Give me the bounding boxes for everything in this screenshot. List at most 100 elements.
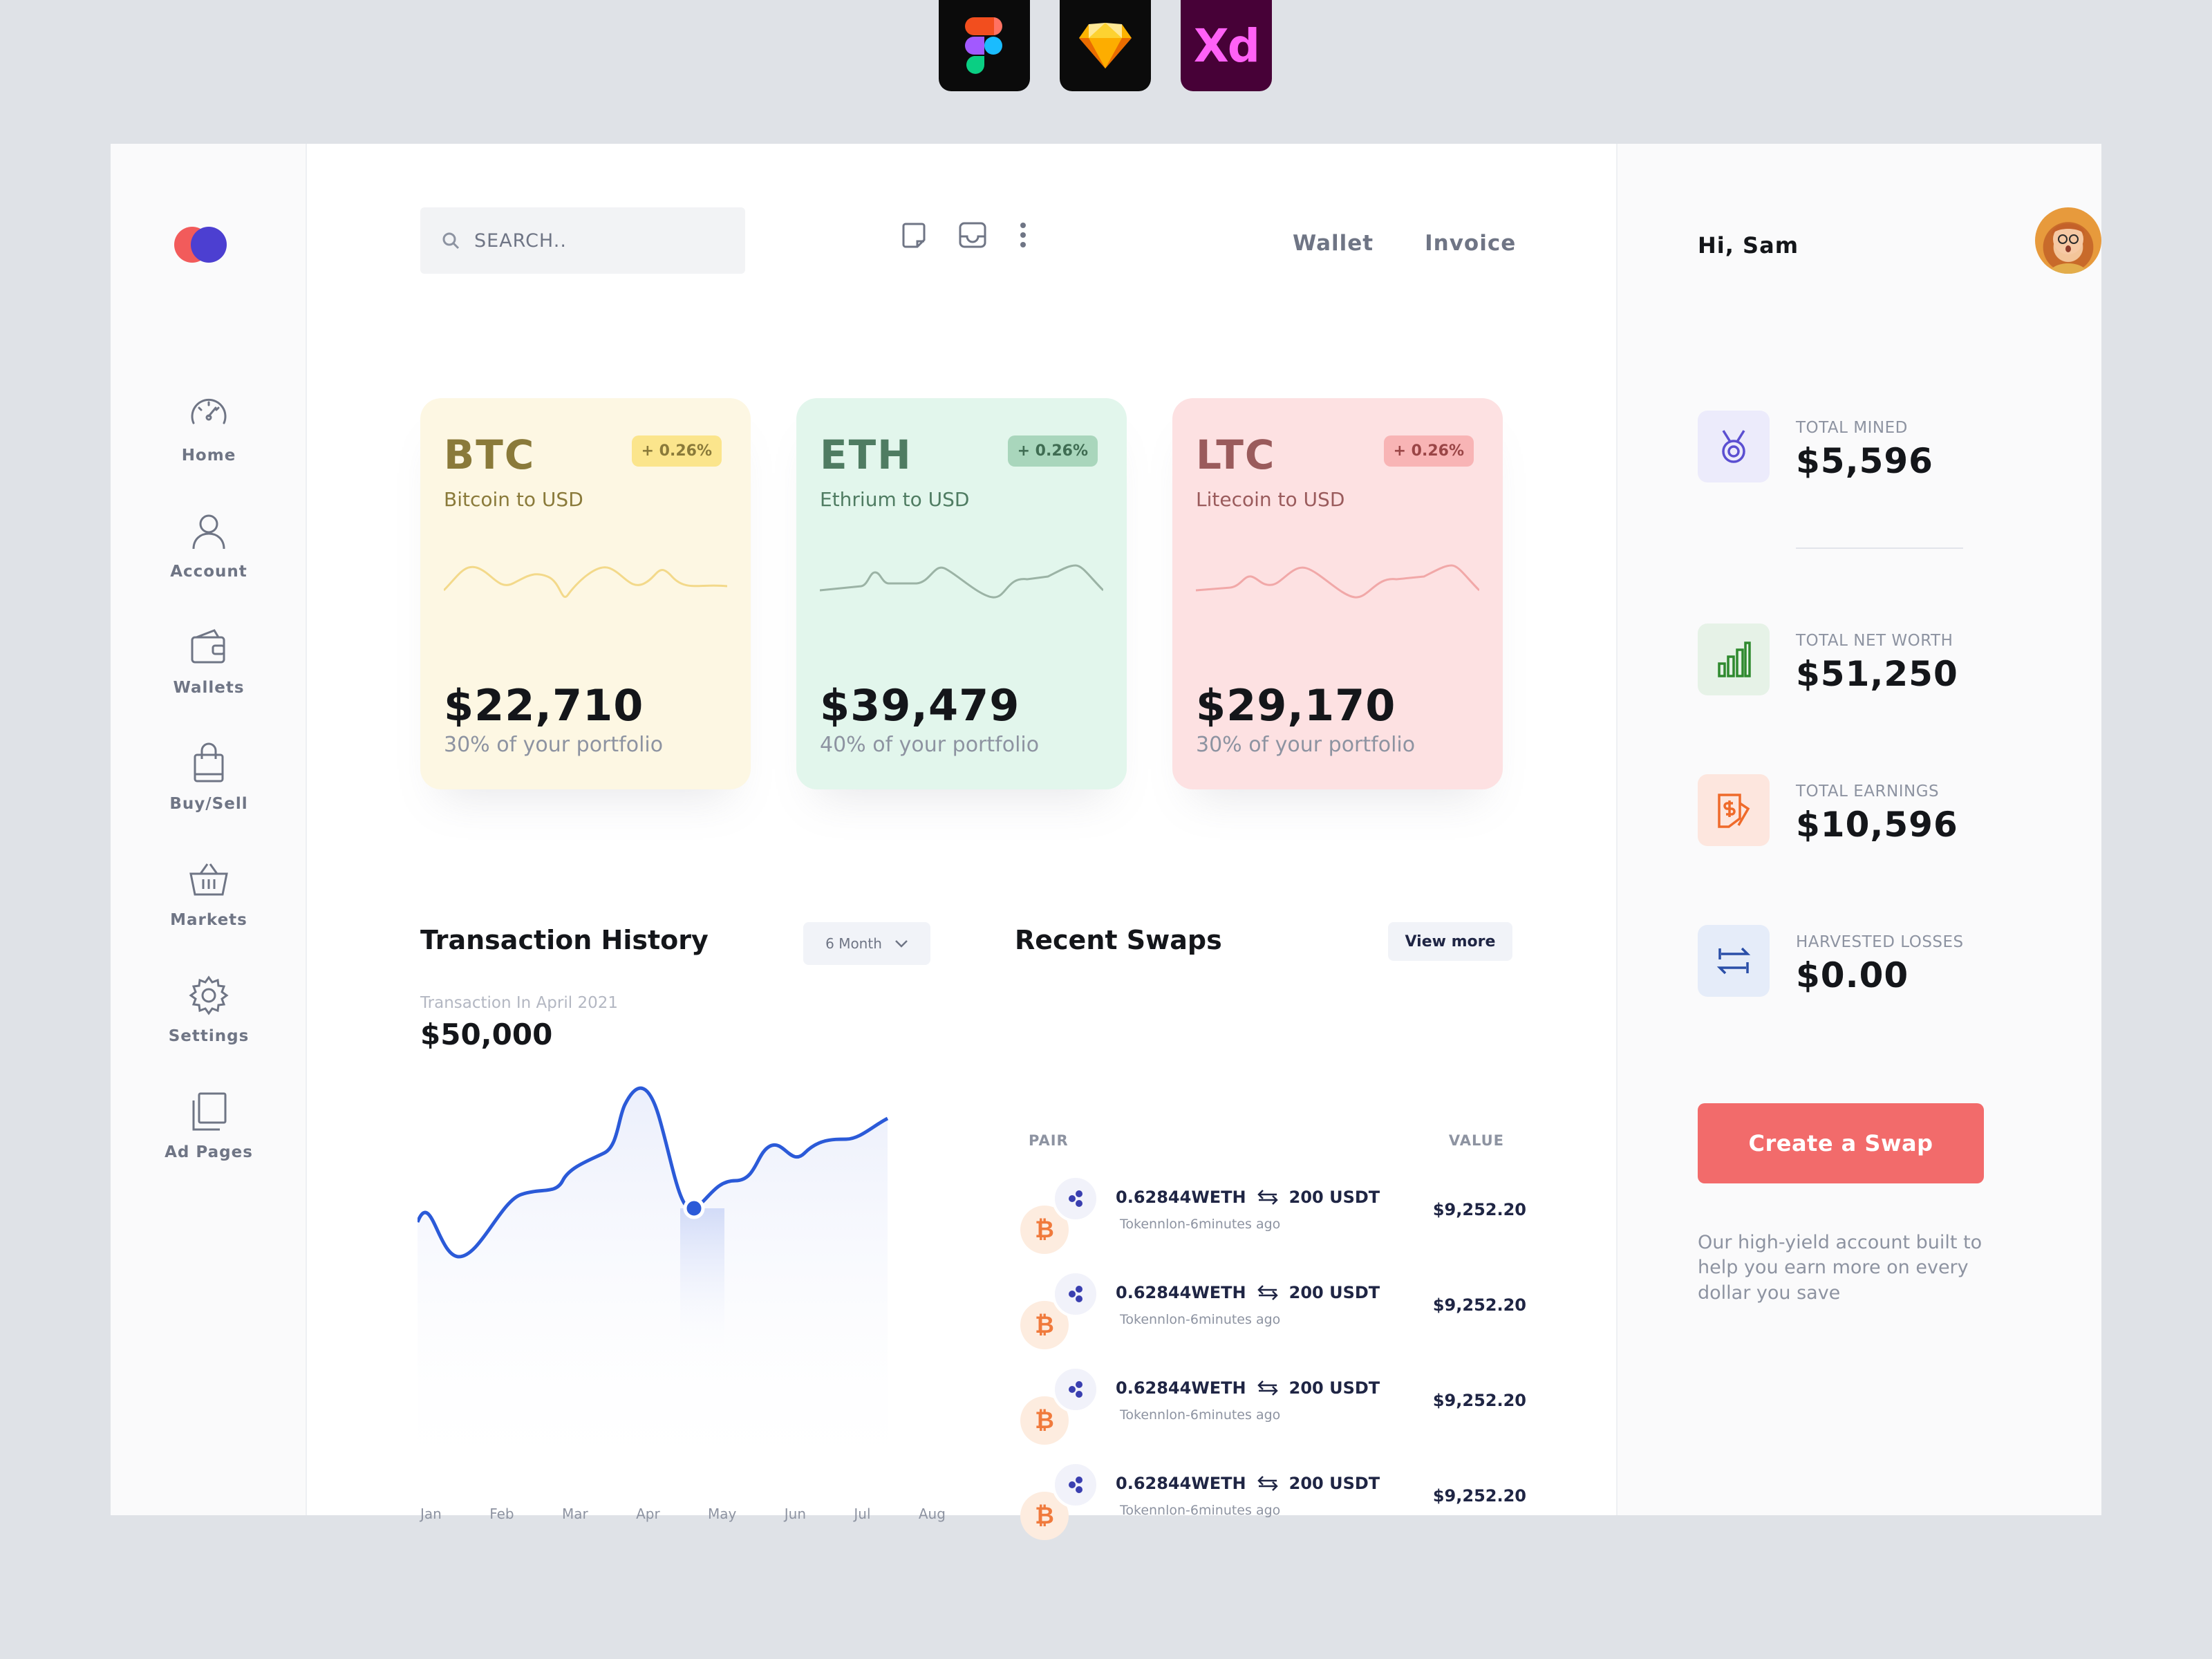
- btc-card[interactable]: BTC Bitcoin to USD + 0.26% $22,710 30% o…: [420, 398, 751, 789]
- sidebar-item-buy-sell[interactable]: Buy/Sell: [111, 741, 307, 857]
- swap-value: $9,252.20: [1432, 1486, 1526, 1506]
- wallet-link[interactable]: Wallet: [1293, 231, 1374, 256]
- month-label: Jun: [784, 1506, 807, 1522]
- card-price: $22,710: [444, 680, 644, 731]
- sidebar-item-wallets[interactable]: Wallets: [111, 625, 307, 741]
- search-icon: [442, 232, 460, 250]
- sparkline: [1196, 564, 1479, 599]
- x-axis-labels: Jan Feb Mar Apr May Jun Jul Aug: [420, 1506, 946, 1522]
- avatar[interactable]: [2035, 207, 2101, 274]
- stat-total-mined: TOTAL MINED $5,596: [1698, 411, 2030, 487]
- swap-time: Tokennlon-6minutes ago: [1120, 1407, 1281, 1423]
- card-name: Litecoin to USD: [1196, 488, 1345, 511]
- swap-time: Tokennlon-6minutes ago: [1120, 1503, 1281, 1518]
- chevron-down-icon: [895, 940, 908, 948]
- stat-harvested-losses: HARVESTED LOSSES $0.00: [1698, 925, 2030, 1001]
- card-name: Ethrium to USD: [820, 488, 970, 511]
- selected-point[interactable]: [683, 1197, 705, 1219]
- create-swap-button[interactable]: Create a Swap: [1698, 1103, 1984, 1183]
- sparkline: [820, 564, 1103, 599]
- transaction-subtitle: Transaction In April 2021: [420, 994, 618, 1012]
- series-line: [418, 1086, 889, 1259]
- search-input[interactable]: SEARCH..: [420, 207, 745, 274]
- swaps-header: PAIR VALUE: [1029, 1132, 1512, 1149]
- swap-row[interactable]: ₿ 0.62844WETH 200 USDT Tokennlon-6minutes a…: [1015, 1460, 1526, 1543]
- basket-icon: [189, 863, 228, 896]
- xd-icon: Xd: [1181, 0, 1272, 91]
- more-vertical-icon[interactable]: [1019, 221, 1027, 249]
- change-badge: + 0.26%: [1383, 435, 1474, 467]
- sidebar-item-settings[interactable]: Settings: [111, 973, 307, 1089]
- highlight-band: [680, 1208, 724, 1360]
- eth-card[interactable]: ETH Ethrium to USD + 0.26% $39,479 40% o…: [796, 398, 1127, 789]
- sidebar-item-home[interactable]: Home: [111, 393, 307, 509]
- ethereum-icon: [1052, 1175, 1099, 1222]
- stat-label: TOTAL NET WORTH: [1796, 632, 1953, 650]
- main-content: SEARCH.. Wallet Invoice BTC Bitcoin to U…: [307, 144, 1616, 1540]
- month-label: Jan: [420, 1506, 442, 1522]
- pair-column-header: PAIR: [1029, 1132, 1069, 1149]
- swap-time: Tokennlon-6minutes ago: [1120, 1312, 1281, 1327]
- swap-amount: 0.62844WETH: [1116, 1378, 1246, 1398]
- logo: [174, 227, 227, 263]
- card-price: $39,479: [820, 680, 1020, 731]
- bar-chart-icon: [1718, 641, 1751, 677]
- header-links: Wallet Invoice: [1293, 231, 1516, 256]
- sidebar-nav: Home Account Wallets Buy/Sell: [111, 393, 307, 1206]
- stat-value: $10,596: [1796, 805, 1958, 845]
- period-dropdown[interactable]: 6 Month: [803, 922, 930, 965]
- area-fill: [418, 1088, 888, 1492]
- stat-total-earnings: TOTAL EARNINGS $10,596: [1698, 774, 2030, 850]
- swap-amount: 0.62844WETH: [1116, 1474, 1246, 1493]
- swap-row[interactable]: ₿ 0.62844WETH 200 USDT Tokennlon-6minutes a…: [1015, 1365, 1526, 1447]
- wallet-icon: [191, 629, 225, 664]
- view-more-button[interactable]: View more: [1388, 922, 1512, 961]
- swap-arrows-icon: [1257, 1190, 1278, 1205]
- sketch-icon: [1060, 0, 1151, 91]
- swap-pair: 0.62844WETH 200 USDT: [1116, 1283, 1380, 1302]
- sidebar-item-ad-pages[interactable]: Ad Pages: [111, 1089, 307, 1206]
- shopping-bag-icon: [194, 742, 224, 782]
- swap-row[interactable]: ₿ 0.62844WETH 200 USDT Tokennlon-6minutes a…: [1015, 1174, 1526, 1257]
- gear-icon: [189, 975, 229, 1015]
- swap-row[interactable]: ₿ 0.62844WETH 200 USDT Tokennlon-6minutes a…: [1015, 1269, 1526, 1352]
- bitcoin-icon: ₿: [1020, 1396, 1069, 1445]
- card-portfolio: 40% of your portfolio: [820, 733, 1040, 757]
- swap-amount: 0.62844WETH: [1116, 1188, 1246, 1207]
- inbox-icon[interactable]: [958, 221, 987, 249]
- design-tools: Xd: [939, 0, 1272, 91]
- greeting: Hi, Sam: [1698, 232, 1799, 259]
- value-column-header: VALUE: [1448, 1132, 1504, 1149]
- right-panel: Hi, Sam TOTAL MINED $5,596 TOTAL NET: [1616, 144, 2101, 1515]
- stat-value: $5,596: [1796, 441, 1933, 481]
- month-label: Apr: [636, 1506, 660, 1522]
- note-icon[interactable]: [901, 221, 926, 249]
- speedometer-icon: [191, 398, 227, 424]
- sparkline: [444, 565, 727, 598]
- swap-pair: 0.62844WETH 200 USDT: [1116, 1474, 1380, 1493]
- transaction-value: $50,000: [420, 1018, 553, 1051]
- swap-amount: 0.62844WETH: [1116, 1283, 1246, 1302]
- app-frame: Home Account Wallets Buy/Sell: [111, 144, 2101, 1540]
- swap-target: 200 USDT: [1288, 1188, 1380, 1207]
- swap-arrows-icon: [1257, 1380, 1278, 1396]
- sidebar-item-markets[interactable]: Markets: [111, 857, 307, 973]
- month-label: Feb: [489, 1506, 514, 1522]
- swap-arrows-icon: [1257, 1476, 1278, 1491]
- divider: [1796, 547, 1963, 549]
- recent-swaps-title: Recent Swaps: [1015, 925, 1222, 955]
- swap-value: $9,252.20: [1432, 1200, 1526, 1219]
- figma-icon: [939, 0, 1030, 91]
- stat-total-net-worth: TOTAL NET WORTH $51,250: [1698, 624, 2030, 700]
- change-badge: + 0.26%: [1007, 435, 1098, 467]
- ltc-card[interactable]: LTC Litecoin to USD + 0.26% $29,170 30% …: [1172, 398, 1503, 789]
- invoice-link[interactable]: Invoice: [1425, 231, 1517, 256]
- swap-target: 200 USDT: [1288, 1283, 1380, 1302]
- promo-note: Our high-yield account built to help you…: [1698, 1232, 1983, 1304]
- sidebar-item-account[interactable]: Account: [111, 509, 307, 625]
- card-portfolio: 30% of your portfolio: [1196, 733, 1416, 757]
- swap-target: 200 USDT: [1288, 1378, 1380, 1398]
- card-price: $29,170: [1196, 680, 1396, 731]
- swap-value: $9,252.20: [1432, 1295, 1526, 1315]
- toolbar-icons: [901, 221, 1027, 249]
